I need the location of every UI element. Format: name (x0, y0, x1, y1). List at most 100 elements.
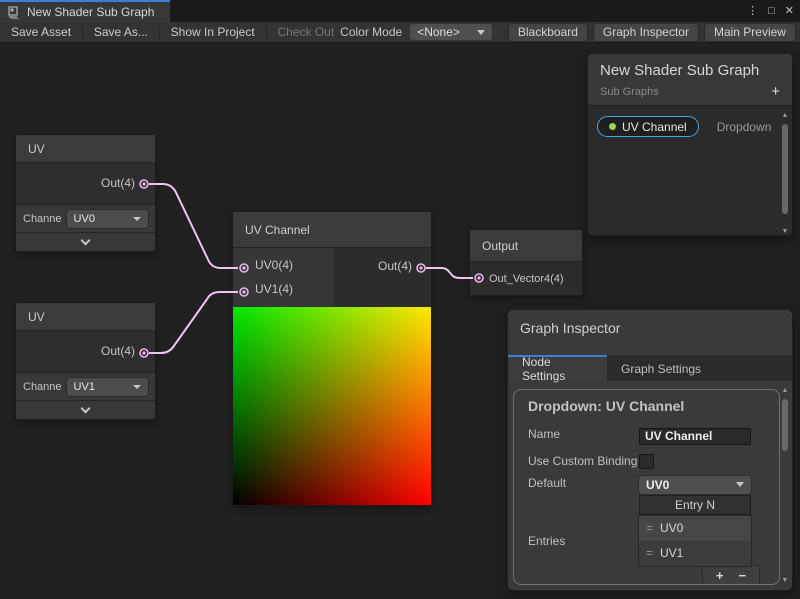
scroll-up-icon[interactable]: ▲ (781, 112, 789, 119)
node-output[interactable]: Output Out_Vector4(4) (470, 230, 582, 295)
remove-entry-button[interactable]: − (738, 568, 747, 584)
menu-icon[interactable]: ⋮ (747, 4, 759, 17)
toolbar: Save Asset Save As... Show In Project Ch… (0, 22, 800, 43)
channel-value: UV1 (73, 380, 95, 393)
channel-dropdown[interactable]: UV1 (66, 377, 148, 396)
uv-gradient-preview (233, 307, 431, 505)
graph-inspector-toggle-button[interactable]: Graph Inspector (593, 23, 698, 41)
channel-control-row: Channe UV1 (16, 372, 155, 400)
node-uv-top[interactable]: UV Out(4) Channe UV0 (16, 135, 155, 251)
scroll-down-icon[interactable]: ▼ (781, 228, 789, 235)
tab-label: New Shader Sub Graph (27, 5, 155, 19)
entries-list: = UV0 = UV1 (639, 515, 751, 566)
entry-value: UV1 (660, 546, 684, 561)
node-title[interactable]: UV (16, 303, 155, 331)
tab-shader-sub-graph[interactable]: New Shader Sub Graph (0, 0, 170, 22)
entry-name-header: Entry N (639, 494, 751, 515)
inspector-tabs: Node Settings Graph Settings (508, 355, 792, 383)
property-dot-icon (609, 123, 616, 130)
name-label: Name (528, 427, 561, 441)
blackboard-panel[interactable]: New Shader Sub Graph Sub Graphs + UV Cha… (588, 54, 792, 235)
property-pill-uv-channel[interactable]: UV Channel (597, 116, 699, 137)
toolbar-separator (265, 25, 267, 39)
scroll-up-icon[interactable]: ▲ (781, 387, 789, 394)
save-asset-button[interactable]: Save Asset (11, 25, 72, 39)
port-label-out: Out(4) (100, 344, 135, 358)
toolbar-separator (82, 25, 83, 39)
toolbar-separator (158, 25, 160, 39)
drag-handle-icon[interactable]: = (646, 521, 654, 536)
blackboard-subtitle: Sub Graphs (600, 85, 659, 98)
channel-label: Channe (23, 380, 62, 393)
collapse-row[interactable] (16, 400, 155, 419)
node-uv-bottom[interactable]: UV Out(4) Channe UV1 (16, 303, 155, 419)
chevron-down-icon (80, 235, 91, 245)
channel-value: UV0 (73, 212, 95, 225)
color-mode-value: <None> (417, 25, 460, 39)
node-input-row: Out_Vector4(4) (470, 262, 582, 295)
chevron-down-icon (80, 403, 91, 413)
blackboard-title: New Shader Sub Graph (600, 62, 760, 79)
blackboard-header: New Shader Sub Graph Sub Graphs + (588, 54, 792, 105)
scrollbar-thumb[interactable] (782, 124, 788, 214)
channel-dropdown[interactable]: UV0 (66, 209, 148, 228)
use-custom-binding-label: Use Custom Binding (528, 454, 638, 468)
default-label: Default (528, 475, 567, 490)
color-mode-dropdown[interactable]: <None> (410, 24, 492, 40)
node-title[interactable]: UV Channel (233, 212, 431, 248)
close-icon[interactable]: ✕ (784, 4, 794, 17)
use-custom-binding-checkbox[interactable] (639, 454, 654, 469)
scrollbar-thumb[interactable] (782, 399, 788, 451)
property-type: Dropdown (716, 119, 772, 134)
tab-node-settings[interactable]: Node Settings (508, 355, 607, 383)
port-label-uv1: UV1(4) (255, 282, 294, 296)
default-dropdown[interactable]: UV0 (639, 475, 751, 494)
maximize-icon[interactable]: □ (768, 4, 775, 17)
add-property-button[interactable]: + (771, 83, 780, 100)
sub-graph-icon (8, 5, 19, 19)
entries-label: Entries (528, 533, 566, 548)
edge-uvtop-to-uv0[interactable] (149, 183, 238, 269)
node-ports-row: UV0(4) UV1(4) Out(4) (233, 248, 431, 307)
node-title[interactable]: Output (470, 230, 582, 262)
default-value: UV0 (646, 477, 670, 492)
edge-uvchannel-to-output[interactable] (426, 267, 473, 279)
output-ports-column: Out(4) (334, 248, 431, 307)
entry-row-uv1[interactable]: = UV1 (639, 540, 751, 566)
graph-inspector-panel[interactable]: Graph Inspector Node Settings Graph Sett… (508, 310, 792, 590)
channel-control-row: Channe UV0 (16, 204, 155, 232)
entries-list-footer: + − (703, 565, 759, 584)
chevron-down-icon (133, 384, 141, 389)
add-entry-button[interactable]: + (715, 568, 724, 584)
entry-row-uv0[interactable]: = UV0 (639, 515, 751, 541)
inspector-title: Graph Inspector (520, 320, 621, 336)
section-title: Dropdown: UV Channel (528, 398, 685, 414)
node-title[interactable]: UV (16, 135, 155, 163)
save-as-button[interactable]: Save As... (93, 25, 148, 39)
main-preview-toggle-button[interactable]: Main Preview (704, 23, 795, 41)
node-uv-channel[interactable]: UV Channel UV0(4) UV1(4) Out(4) (233, 212, 431, 505)
node-output-row: Out(4) (16, 163, 155, 204)
edge-uvbottom-to-uv1[interactable] (149, 291, 238, 354)
inspector-content: Dropdown: UV Channel Name Use Custom Bin… (508, 381, 792, 588)
check-out-button[interactable]: Check Out (277, 25, 335, 39)
show-in-project-button[interactable]: Show In Project (170, 25, 255, 39)
drag-handle-icon[interactable]: = (646, 546, 654, 561)
channel-label: Channe (23, 212, 62, 225)
entry-value: UV0 (660, 521, 684, 536)
tab-graph-settings[interactable]: Graph Settings (621, 362, 702, 376)
blackboard-item-row: UV Channel Dropdown (597, 116, 771, 137)
collapse-row[interactable] (16, 232, 155, 251)
chevron-down-icon (476, 29, 485, 35)
scroll-down-icon[interactable]: ▼ (781, 577, 789, 584)
port-label-out: Out(4) (377, 259, 412, 273)
port-label-out: Out(4) (100, 176, 135, 190)
blackboard-body: UV Channel Dropdown ▲ ▼ (588, 105, 792, 235)
blackboard-toggle-button[interactable]: Blackboard (508, 23, 587, 41)
dropdown-settings-section: Dropdown: UV Channel Name Use Custom Bin… (513, 389, 780, 585)
chevron-down-icon (133, 216, 141, 221)
chevron-down-icon (736, 482, 744, 488)
blackboard-scrollbar: ▲ ▼ (780, 112, 790, 235)
port-label-out-vector4: Out_Vector4(4) (489, 272, 564, 285)
name-input[interactable] (639, 427, 751, 445)
